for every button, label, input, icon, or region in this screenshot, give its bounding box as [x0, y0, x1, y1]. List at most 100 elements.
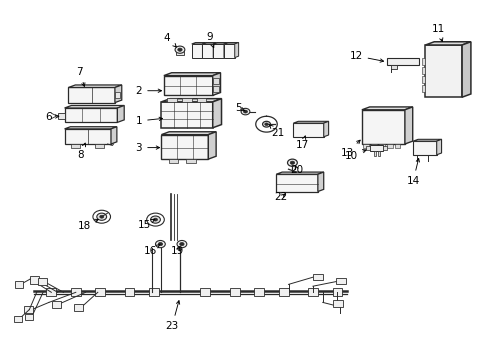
Circle shape: [150, 216, 160, 223]
Polygon shape: [436, 139, 441, 155]
Polygon shape: [68, 85, 122, 87]
Bar: [386, 58, 418, 65]
Bar: [167, 98, 177, 102]
Text: 20: 20: [290, 165, 303, 175]
Bar: [425, 45, 461, 97]
Text: 7: 7: [76, 67, 85, 86]
Circle shape: [175, 46, 184, 53]
Text: 14: 14: [406, 158, 419, 186]
Bar: [71, 288, 81, 296]
Polygon shape: [317, 172, 323, 192]
Bar: [74, 304, 83, 311]
Bar: [52, 301, 61, 308]
Circle shape: [177, 48, 182, 51]
Text: 8: 8: [77, 143, 85, 160]
Circle shape: [153, 218, 157, 221]
Bar: [46, 288, 56, 296]
Text: 5: 5: [235, 103, 244, 113]
Bar: [378, 144, 384, 148]
Text: 10: 10: [344, 149, 366, 161]
Polygon shape: [224, 42, 227, 58]
Text: 2: 2: [135, 86, 161, 96]
Bar: [412, 141, 436, 155]
Bar: [293, 123, 323, 137]
Bar: [191, 44, 202, 58]
Circle shape: [241, 108, 249, 115]
Bar: [202, 44, 213, 58]
Bar: [254, 288, 264, 296]
Bar: [14, 316, 21, 322]
Bar: [115, 92, 120, 98]
Bar: [200, 288, 210, 296]
Polygon shape: [115, 85, 122, 103]
Circle shape: [180, 243, 183, 246]
Bar: [15, 281, 23, 288]
Circle shape: [155, 240, 165, 248]
Text: 16: 16: [143, 244, 160, 256]
Bar: [224, 44, 234, 58]
Bar: [24, 306, 33, 313]
Bar: [163, 76, 212, 95]
Polygon shape: [461, 42, 470, 97]
Bar: [421, 76, 425, 83]
Text: 6: 6: [45, 112, 59, 122]
Polygon shape: [234, 42, 238, 58]
Circle shape: [158, 243, 162, 246]
Bar: [332, 288, 342, 296]
Bar: [95, 144, 104, 148]
Circle shape: [287, 159, 297, 166]
Bar: [38, 278, 47, 285]
Polygon shape: [213, 42, 227, 44]
Polygon shape: [212, 99, 221, 128]
Bar: [64, 129, 111, 144]
Bar: [213, 44, 224, 58]
Bar: [161, 135, 208, 159]
Text: 15: 15: [137, 219, 154, 230]
Polygon shape: [202, 42, 217, 44]
Bar: [212, 78, 218, 84]
Bar: [58, 113, 64, 119]
Bar: [95, 288, 105, 296]
Bar: [336, 278, 346, 284]
Text: 12: 12: [348, 51, 383, 62]
Bar: [30, 276, 39, 284]
Bar: [373, 151, 375, 156]
Polygon shape: [208, 132, 216, 159]
Polygon shape: [64, 105, 124, 108]
Text: 3: 3: [135, 143, 159, 153]
Bar: [390, 65, 396, 69]
Bar: [64, 108, 117, 122]
Text: 17: 17: [295, 136, 308, 150]
Bar: [312, 274, 322, 280]
Polygon shape: [161, 132, 216, 135]
Circle shape: [177, 240, 186, 248]
Bar: [386, 144, 392, 148]
Text: 18: 18: [77, 219, 98, 231]
Bar: [421, 58, 425, 65]
Bar: [307, 288, 317, 296]
Polygon shape: [213, 42, 217, 58]
Bar: [176, 50, 183, 55]
Bar: [149, 288, 159, 296]
Polygon shape: [163, 73, 220, 76]
Bar: [229, 288, 239, 296]
Text: 4: 4: [163, 33, 176, 47]
Polygon shape: [323, 121, 328, 137]
Text: 1: 1: [135, 116, 162, 126]
Text: 11: 11: [430, 24, 444, 41]
Circle shape: [243, 110, 247, 113]
Circle shape: [262, 121, 270, 127]
Bar: [365, 145, 369, 150]
Polygon shape: [117, 105, 124, 122]
Circle shape: [264, 123, 268, 126]
Polygon shape: [191, 42, 206, 44]
Text: 19: 19: [170, 246, 183, 256]
Polygon shape: [161, 99, 221, 102]
Text: 9: 9: [205, 32, 214, 48]
Polygon shape: [293, 121, 328, 123]
Bar: [68, 87, 115, 103]
Bar: [332, 300, 343, 307]
Polygon shape: [404, 107, 412, 144]
Bar: [196, 98, 206, 102]
Bar: [124, 288, 134, 296]
